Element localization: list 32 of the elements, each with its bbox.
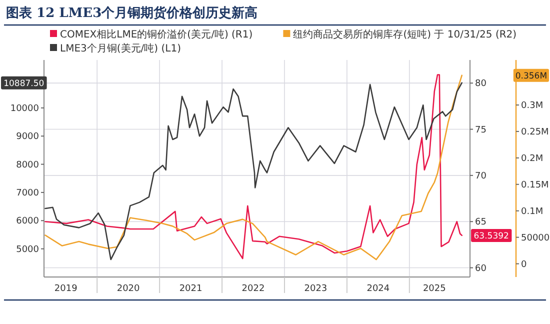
text: 0.356M <box>515 72 548 82</box>
x-tick-label: 2019 <box>54 284 78 294</box>
y3-tick-label: 0.25M <box>521 127 549 138</box>
x-tick-label: 2021 <box>179 284 202 294</box>
legend-label: 纽约商品交易所的铜库存(短吨) 于 10/31/25 (R2) <box>293 28 517 40</box>
legend-label: COMEX相比LME的铜价溢价(美元/吨) (R1) <box>60 28 253 40</box>
y-tick-label: 6000 <box>16 216 40 227</box>
x-tick-label: 2025 <box>422 284 446 294</box>
y2-tick-label: 75 <box>475 125 486 136</box>
y3-tick-label: 0.1M <box>521 206 544 217</box>
legend-label: LME3个月铜(美元/吨) (L1) <box>60 42 182 54</box>
y-tick-label: 5000 <box>16 244 40 255</box>
y3-tick-label: 0.2M <box>521 154 544 164</box>
y3-tick-label: 0.3M <box>521 100 544 111</box>
y3-tick-label: 0.15M <box>521 180 549 190</box>
x-tick-label: 2024 <box>366 284 390 294</box>
y-tick-label: 7000 <box>16 188 40 198</box>
y2-tick-label: 80 <box>475 79 487 90</box>
y2-tick-label: 70 <box>475 171 487 182</box>
y-tick-label: 10000 <box>10 104 40 114</box>
text: 63.5392 <box>474 232 509 242</box>
annotation: 10887.50 <box>4 79 44 90</box>
x-tick-label: 2020 <box>116 284 140 294</box>
x-tick-label: 2023 <box>304 284 328 294</box>
y-tick-label: 9000 <box>16 132 40 142</box>
y3-tick-label: 0 <box>521 260 527 270</box>
chart-title: 图表 12 LME3个月铜期货价格创历史新高 <box>6 5 258 21</box>
y2-tick-label: 60 <box>475 264 487 274</box>
y3-tick-label: 50000 <box>521 233 550 244</box>
x-tick-label: 2022 <box>242 284 265 294</box>
y-tick-label: 8000 <box>16 160 40 170</box>
y2-tick-label: 65 <box>475 218 486 228</box>
